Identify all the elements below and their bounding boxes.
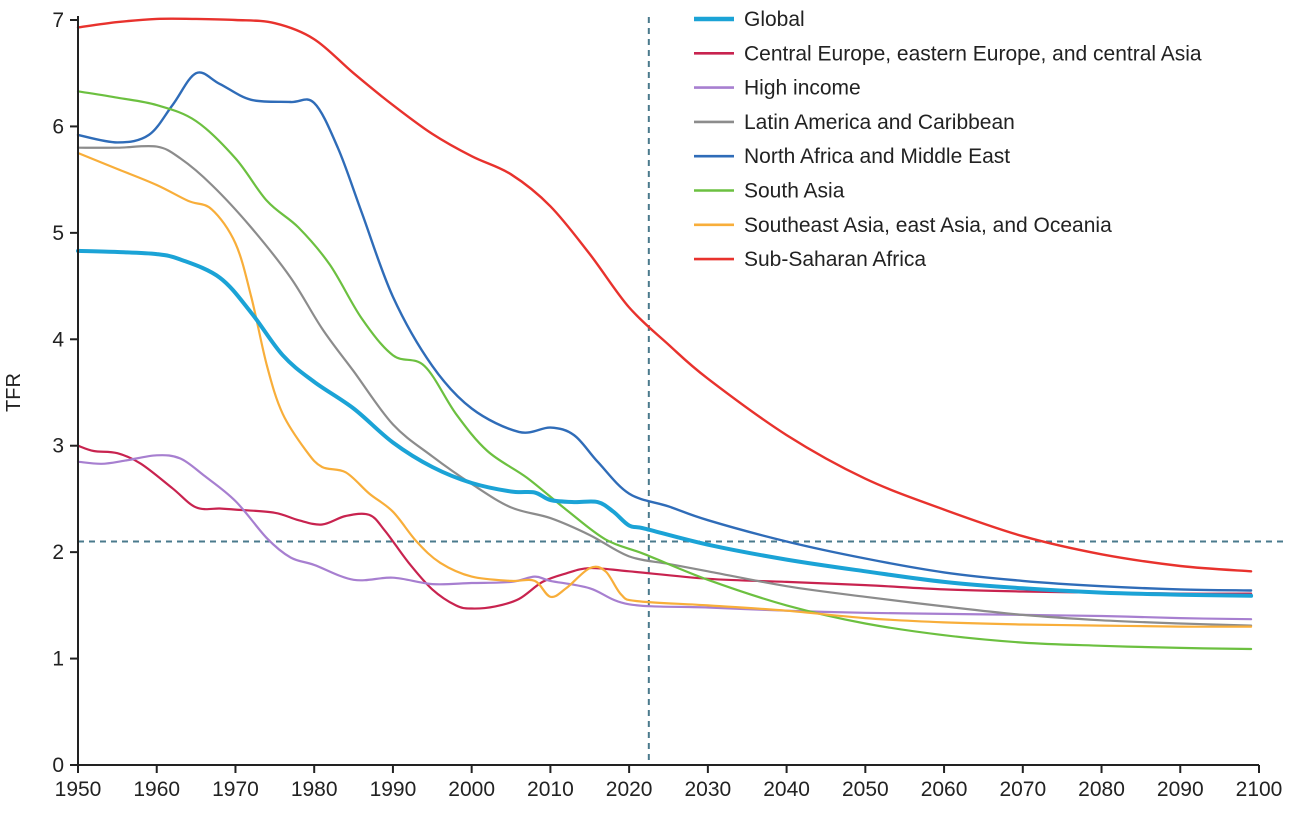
series-lines (76, 17, 1254, 651)
x-tick-label: 2100 (1236, 778, 1283, 801)
reference-lines (78, 17, 1287, 765)
x-tick-label: 2040 (763, 778, 810, 801)
x-tick-label: 1980 (291, 778, 338, 801)
y-tick-label: 4 (52, 328, 64, 351)
x-tick-label: 1960 (133, 778, 180, 801)
legend: Global Central Europe, eastern Europe, an… (694, 8, 1202, 271)
x-tick-label: 2030 (685, 778, 732, 801)
y-tick-label: 1 (52, 648, 64, 671)
x-tick-label: 2080 (1078, 778, 1125, 801)
series-line-high-income (76, 454, 1253, 621)
series-line-north-africa-and-middle-east (76, 71, 1253, 592)
x-tick-label: 2000 (448, 778, 495, 801)
series-line-south-asia (76, 90, 1253, 651)
y-tick-label: 2 (52, 541, 64, 564)
legend-label-latin-america-and-caribbean: Latin America and Caribbean (744, 111, 1015, 134)
series-line-sub-saharan-africa (76, 17, 1253, 573)
y-tick-label: 6 (52, 115, 64, 138)
legend-label-global: Global (744, 8, 805, 31)
legend-label-sub-saharan-africa: Sub-Saharan Africa (744, 248, 926, 271)
legend-label-southeast-asia-east-asia-and-oceania: Southeast Asia, east Asia, and Oceania (744, 214, 1112, 237)
x-axis-ticks: 1950 1960 1970 1980 1990 2000 2010 2020 2030 2040… (55, 765, 1283, 801)
legend-label-central-europe-eastern-europe-and-central-asia: Central Europe, eastern Europe, and cent… (744, 42, 1202, 65)
series-line-global (76, 248, 1254, 598)
x-tick-label: 1970 (212, 778, 259, 801)
x-tick-label: 2050 (842, 778, 889, 801)
x-tick-label: 1990 (370, 778, 417, 801)
y-axis-title: TFR (3, 373, 25, 412)
y-tick-label: 7 (52, 9, 64, 32)
y-axis-ticks: 0 1 2 3 4 5 6 7 (52, 9, 78, 777)
axes (77, 16, 1259, 766)
x-tick-label: 2060 (921, 778, 968, 801)
legend-label-north-africa-and-middle-east: North Africa and Middle East (744, 145, 1010, 168)
x-tick-label: 2010 (527, 778, 574, 801)
x-tick-label: 2090 (1157, 778, 1204, 801)
series-line-southeast-asia-east-asia-and-oceania (76, 151, 1253, 628)
y-tick-label: 5 (52, 222, 64, 245)
series-line-central-europe-eastern-europe-and-central-asia (76, 444, 1253, 610)
x-tick-label: 2070 (999, 778, 1046, 801)
legend-label-high-income: High income (744, 77, 861, 100)
legend-label-south-asia: South Asia (744, 180, 845, 203)
x-tick-label: 2020 (606, 778, 653, 801)
y-tick-label: 0 (52, 754, 64, 777)
series-line-latin-america-and-caribbean (76, 144, 1253, 627)
x-tick-label: 1950 (55, 778, 102, 801)
y-tick-label: 3 (52, 435, 64, 458)
